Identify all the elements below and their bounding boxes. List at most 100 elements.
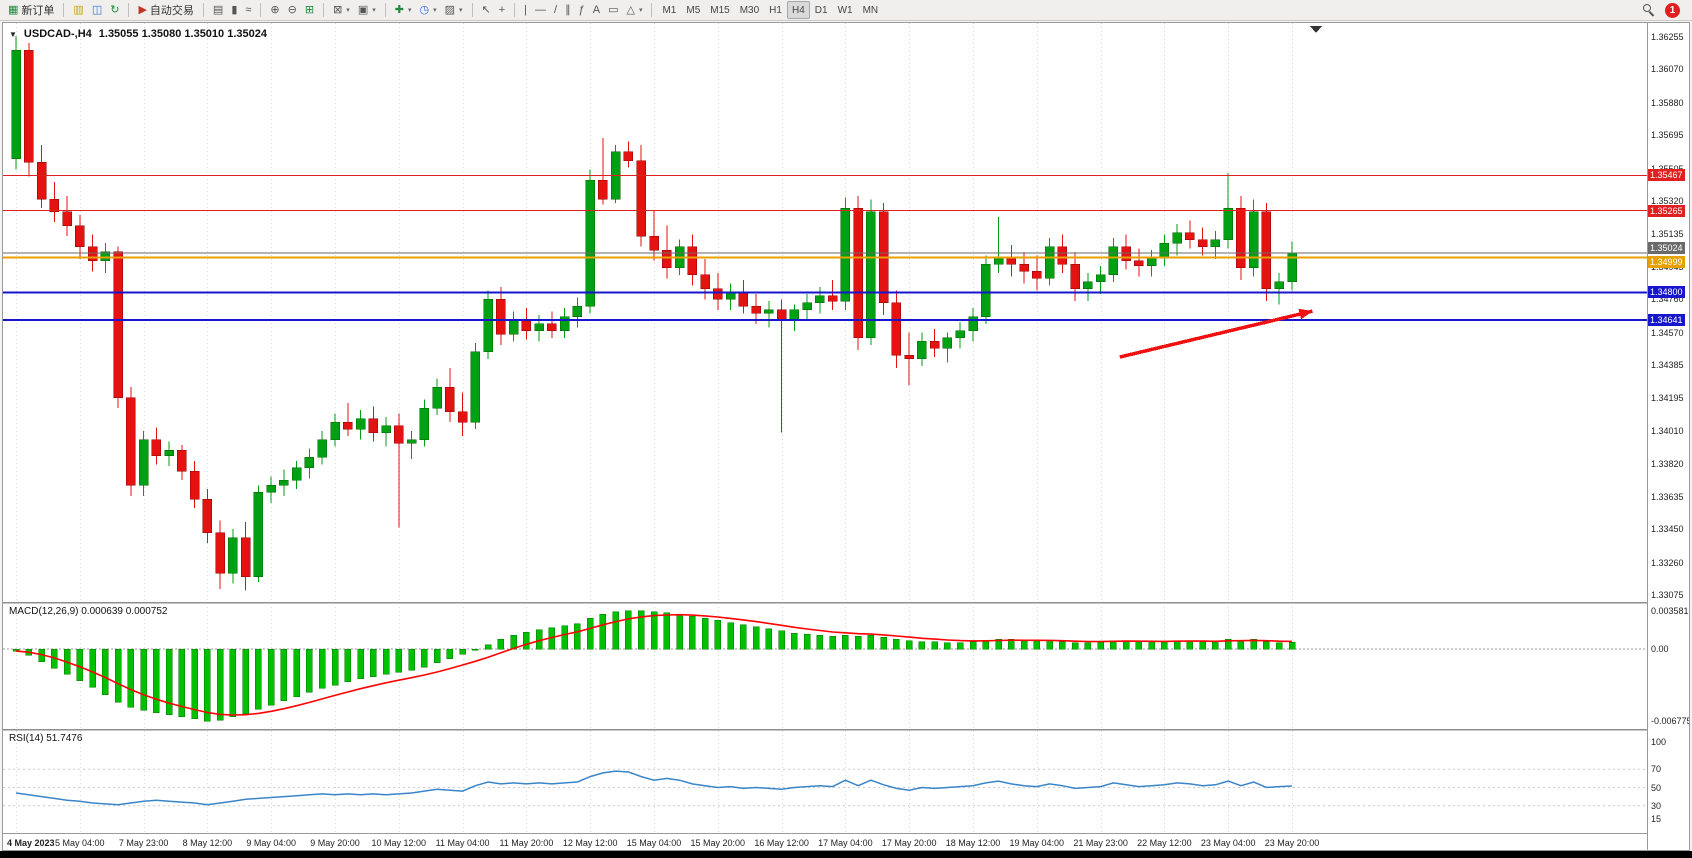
toolbar-group: ▥ ◫ ↻ [69, 0, 123, 20]
new-order-button-glyph: ▦ [8, 3, 19, 16]
chart-profiles-icon[interactable]: ▣ ▾ [354, 1, 380, 19]
periods-icon[interactable]: ◷ ▾ [415, 1, 440, 19]
zoom-in-icon-glyph: ⊕ [270, 3, 280, 16]
autotrading-button[interactable]: ▶ 自动交易 [134, 1, 197, 19]
timeframe-m15[interactable]: M15 [705, 1, 734, 19]
timeframe-m5[interactable]: M5 [681, 1, 705, 19]
new-order-button[interactable]: ▦ 新订单 [4, 1, 58, 19]
zoom-out-icon-glyph: ⊖ [287, 3, 297, 16]
timeframe-h4[interactable]: H4 [786, 1, 810, 19]
time-label: 23 May 04:00 [1200, 838, 1256, 848]
timeframe-m1[interactable]: M1 [657, 1, 681, 19]
arrows-icon[interactable]: △ ▾ [622, 1, 646, 19]
timeframe-m1-label: M1 [662, 4, 677, 16]
rsi-axis-label: 15 [1651, 814, 1662, 825]
timeframe-mn-label: MN [862, 4, 879, 16]
zoom-out-icon[interactable]: ⊖ [284, 1, 301, 19]
rsi-axis-label: 30 [1651, 800, 1662, 811]
pane-separator-rsi[interactable] [3, 729, 1647, 731]
time-label: 15 May 20:00 [690, 838, 746, 848]
timeframe-mn[interactable]: MN [858, 1, 884, 19]
equidistant-channel-icon[interactable]: ∥ [561, 1, 575, 19]
cursor-icon-glyph: ↖ [481, 3, 491, 16]
indicators-icon-glyph: ✚ [394, 3, 404, 16]
line-chart-type-icon[interactable]: ≈ [241, 1, 255, 19]
arrows-icon-glyph: △ [626, 3, 635, 16]
timeframe-h1-label: H1 [769, 4, 782, 16]
cursor-icon[interactable]: ↖ [478, 1, 495, 19]
toolbar-group: | — / ∥ ƒ A ▭ △ ▾ [520, 0, 646, 20]
crosshair-icon-glyph: + [498, 3, 506, 16]
chart-symbol-period: USDCAD-,H4 [23, 28, 92, 40]
price-axis-label: 1.34760 [1651, 294, 1684, 305]
one-click-trading-toggle[interactable]: ▼ [9, 29, 17, 39]
time-label: 11 May 20:00 [499, 838, 554, 848]
indicators-icon[interactable]: ✚ ▾ [391, 1, 416, 19]
macd-signal-line [15, 613, 1293, 716]
search-icon[interactable] [1642, 3, 1656, 17]
fibonacci-icon-glyph: ƒ [578, 3, 585, 16]
price-axis-label: 1.35135 [1651, 228, 1684, 239]
timeframe-h1[interactable]: H1 [764, 1, 787, 19]
rsi-pane[interactable] [3, 731, 1647, 833]
tile-windows-icon[interactable]: ⊞ [301, 1, 318, 19]
grid-lines [16, 731, 1293, 833]
profiles-window-icon-glyph: ◫ [91, 3, 103, 16]
toolbar-group: ▦ 新订单 [4, 0, 58, 20]
vertical-line-icon[interactable]: | [520, 1, 531, 19]
refresh-icon[interactable]: ↻ [106, 1, 123, 19]
caret-down-icon: ▾ [407, 7, 412, 14]
price-axis-label: 1.35505 [1651, 164, 1684, 174]
trendline-icon[interactable]: / [550, 1, 561, 19]
rsi-axis-label: 50 [1651, 782, 1662, 793]
candlestick-type-icon[interactable]: ▮ [227, 1, 241, 19]
window-bottom-edge [0, 851, 1692, 858]
time-label: 12 May 12:00 [562, 838, 618, 848]
toolbar-right: 1 [1642, 2, 1688, 18]
rsi-line [15, 770, 1293, 806]
toolbar-group: ⊠ ▾ ▣ ▾ [329, 0, 380, 20]
main-chart-pane[interactable] [3, 23, 1647, 603]
caret-down-icon: ▾ [433, 7, 437, 14]
charts-window-icon[interactable]: ▥ [69, 1, 87, 19]
toolbar-separator [202, 3, 204, 17]
templates-icon[interactable]: ▨ ▾ [441, 1, 467, 19]
trend-arrow-object[interactable] [1119, 308, 1313, 359]
toolbar-group: ↖ + [478, 0, 510, 20]
time-label: 7 May 23:00 [118, 838, 169, 848]
macd-pane[interactable] [3, 603, 1647, 731]
zoom-in-icon[interactable]: ⊕ [266, 1, 283, 19]
horizontal-line-icon[interactable]: — [531, 1, 550, 19]
timeframe-m30[interactable]: M30 [735, 1, 764, 19]
timeframe-d1[interactable]: D1 [810, 1, 833, 19]
bar-chart-type-icon[interactable]: ▤ [209, 1, 227, 19]
timeframe-m5-label: M5 [686, 4, 701, 16]
text-label-icon[interactable]: ▭ [604, 1, 622, 19]
macd-histogram [12, 610, 1296, 722]
crosshair-icon[interactable]: + [495, 1, 509, 19]
time-label: 11 May 04:00 [435, 838, 490, 848]
profiles-window-icon[interactable]: ◫ [88, 1, 106, 19]
refresh-icon-glyph: ↻ [110, 3, 120, 16]
macd-axis-label: 0.003581 [1651, 606, 1689, 617]
grid-lines [16, 23, 1293, 603]
time-axis[interactable]: 4 May 2023 5 May 04:00 7 May 23:00 8 May 12… [3, 833, 1647, 850]
line-chart-type-icon-glyph: ≈ [245, 3, 252, 16]
new-chart-icon[interactable]: ⊠ ▾ [329, 1, 354, 19]
pane-separator-macd[interactable] [3, 602, 1647, 604]
notification-badge[interactable]: 1 [1665, 2, 1680, 18]
timeframe-w1[interactable]: W1 [833, 1, 858, 19]
price-tag: 1.34999 [1648, 256, 1685, 269]
rsi-axis-label: 70 [1651, 764, 1662, 775]
chart-profiles-icon-glyph: ▣ [357, 3, 369, 16]
chart-title: ▼ USDCAD-,H4 1.35055 1.35080 1.35010 1.3… [9, 28, 267, 40]
text-icon[interactable]: A [589, 1, 604, 19]
price-axis[interactable]: 1.35467 1.35265 1.35024 1.34999 1.34800 1.346… [1647, 23, 1689, 850]
rsi-indicator-label: RSI(14) 51.7476 [9, 733, 83, 744]
time-label: 18 May 12:00 [945, 838, 1001, 848]
candlestick-type-icon-glyph: ▮ [231, 3, 238, 16]
chart-shift-marker[interactable] [1310, 26, 1322, 33]
chart-window[interactable]: ▼ USDCAD-,H4 1.35055 1.35080 1.35010 1.3… [2, 22, 1690, 851]
fibonacci-icon[interactable]: ƒ [575, 1, 589, 19]
